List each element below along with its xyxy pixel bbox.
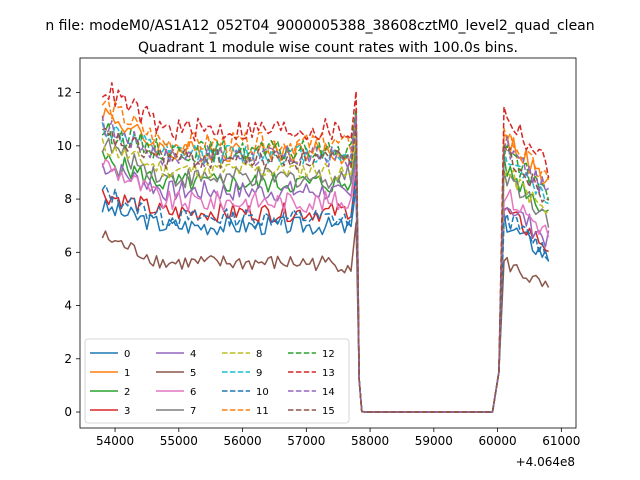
x-tick-label: 55000 [160,434,198,448]
y-tick-label: 0 [64,405,72,419]
legend-label-12: 12 [322,349,335,360]
x-axis: 54000 55000 56000 57000 58000 59000 60000 61000 [96,428,580,448]
y-tick-label: 10 [57,139,72,153]
legend-label-2: 2 [124,387,130,398]
y-tick-label: 12 [57,86,72,100]
legend-label-5: 5 [190,368,196,379]
legend-label-4: 4 [190,349,196,360]
legend-box [84,338,350,424]
legend-label-0: 0 [124,349,130,360]
y-axis: 0 2 4 6 8 10 12 [57,86,80,419]
x-tick-label: 56000 [223,434,261,448]
legend-label-10: 10 [256,387,269,398]
legend-label-6: 6 [190,387,196,398]
figure-suptitle: n file: modeM0/AS1A12_052T04_9000005388_… [45,18,594,34]
y-tick-label: 8 [64,192,72,206]
legend-label-13: 13 [322,368,335,379]
x-tick-label: 61000 [542,434,580,448]
chart-title: Quadrant 1 module wise count rates with … [138,40,518,56]
legend-label-9: 9 [256,368,262,379]
legend-label-8: 8 [256,349,262,360]
x-tick-label: 57000 [287,434,325,448]
y-tick-label: 6 [64,245,72,259]
axes-frame [79,57,577,429]
y-tick-label: 4 [64,299,72,313]
y-tick-label: 2 [64,352,72,366]
series-line-15 [102,125,549,413]
x-tick-label: 58000 [351,434,389,448]
series-line-9 [101,113,549,413]
legend-label-3: 3 [124,406,130,417]
plot-area [101,82,550,413]
x-offset-label: +4.064e8 [516,455,575,469]
x-tick-label: 60000 [478,434,516,448]
legend-label-15: 15 [322,406,335,417]
x-tick-label: 59000 [415,434,453,448]
legend-label-14: 14 [322,387,335,398]
legend-label-7: 7 [190,406,196,417]
legend-label-1: 1 [124,368,130,379]
legend-label-11: 11 [256,406,269,417]
series-line-14 [101,114,550,413]
x-tick-label: 54000 [96,434,134,448]
